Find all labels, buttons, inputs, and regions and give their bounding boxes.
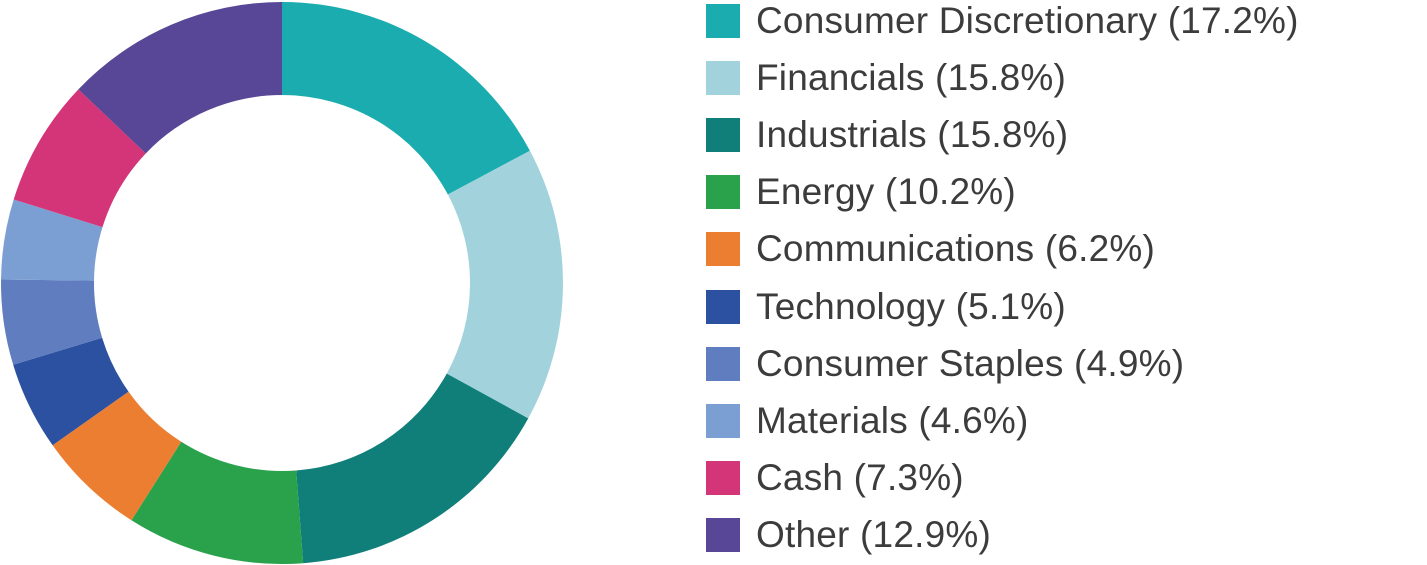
legend-item-communications: Communications (6.2%): [706, 228, 1156, 270]
legend-swatch: [706, 4, 740, 38]
legend-item-cash: Cash (7.3%): [706, 456, 964, 498]
donut-slice-cash: [13, 89, 146, 228]
donut-chart: [0, 2, 563, 564]
legend-label: Communications (6.2%): [756, 228, 1156, 270]
legend-item-materials: Materials (4.6%): [706, 399, 1029, 441]
donut-slice-materials: [1, 199, 103, 281]
legend-label: Materials (4.6%): [756, 399, 1029, 441]
legend-label: Consumer Discretionary (17.2%): [756, 0, 1299, 41]
legend-item-consumer-staples: Consumer Staples (4.9%): [706, 342, 1185, 384]
legend-label: Energy (10.2%): [756, 171, 1016, 213]
chart-legend: Consumer Discretionary (17.2%) Financials…: [706, 0, 1421, 565]
legend-item-financials: Financials (15.8%): [706, 57, 1067, 99]
legend-label: Consumer Staples (4.9%): [756, 342, 1185, 384]
legend-label: Industrials (15.8%): [756, 114, 1069, 156]
legend-item-consumer-discretionary: Consumer Discretionary (17.2%): [706, 0, 1299, 41]
legend-swatch: [706, 61, 740, 96]
legend-swatch: [706, 232, 740, 267]
legend-item-industrials: Industrials (15.8%): [706, 114, 1069, 156]
legend-label: Cash (7.3%): [756, 456, 964, 498]
legend-label: Technology (5.1%): [756, 285, 1066, 327]
legend-item-energy: Energy (10.2%): [706, 171, 1016, 213]
donut-slice-consumer-discretionary: [282, 2, 530, 195]
donut-slice-financials: [446, 150, 563, 419]
donut-slice-technology: [13, 337, 129, 446]
donut-slice-communications: [52, 391, 182, 521]
legend-label: Financials (15.8%): [756, 57, 1067, 99]
legend-item-other: Other (12.9%): [706, 513, 991, 555]
legend-swatch: [706, 118, 740, 153]
donut-slice-energy: [131, 441, 304, 564]
legend-swatch: [706, 175, 740, 210]
donut-slice-consumer-staples: [0, 279, 103, 365]
legend-swatch: [706, 517, 740, 552]
legend-swatch: [706, 289, 740, 324]
legend-swatch: [706, 403, 740, 438]
legend-swatch: [706, 346, 740, 381]
legend-item-technology: Technology (5.1%): [706, 285, 1066, 327]
legend-label: Other (12.9%): [756, 513, 991, 555]
donut-slice-other: [78, 2, 282, 154]
legend-swatch: [706, 460, 740, 495]
donut-slice-industrials: [296, 373, 529, 564]
